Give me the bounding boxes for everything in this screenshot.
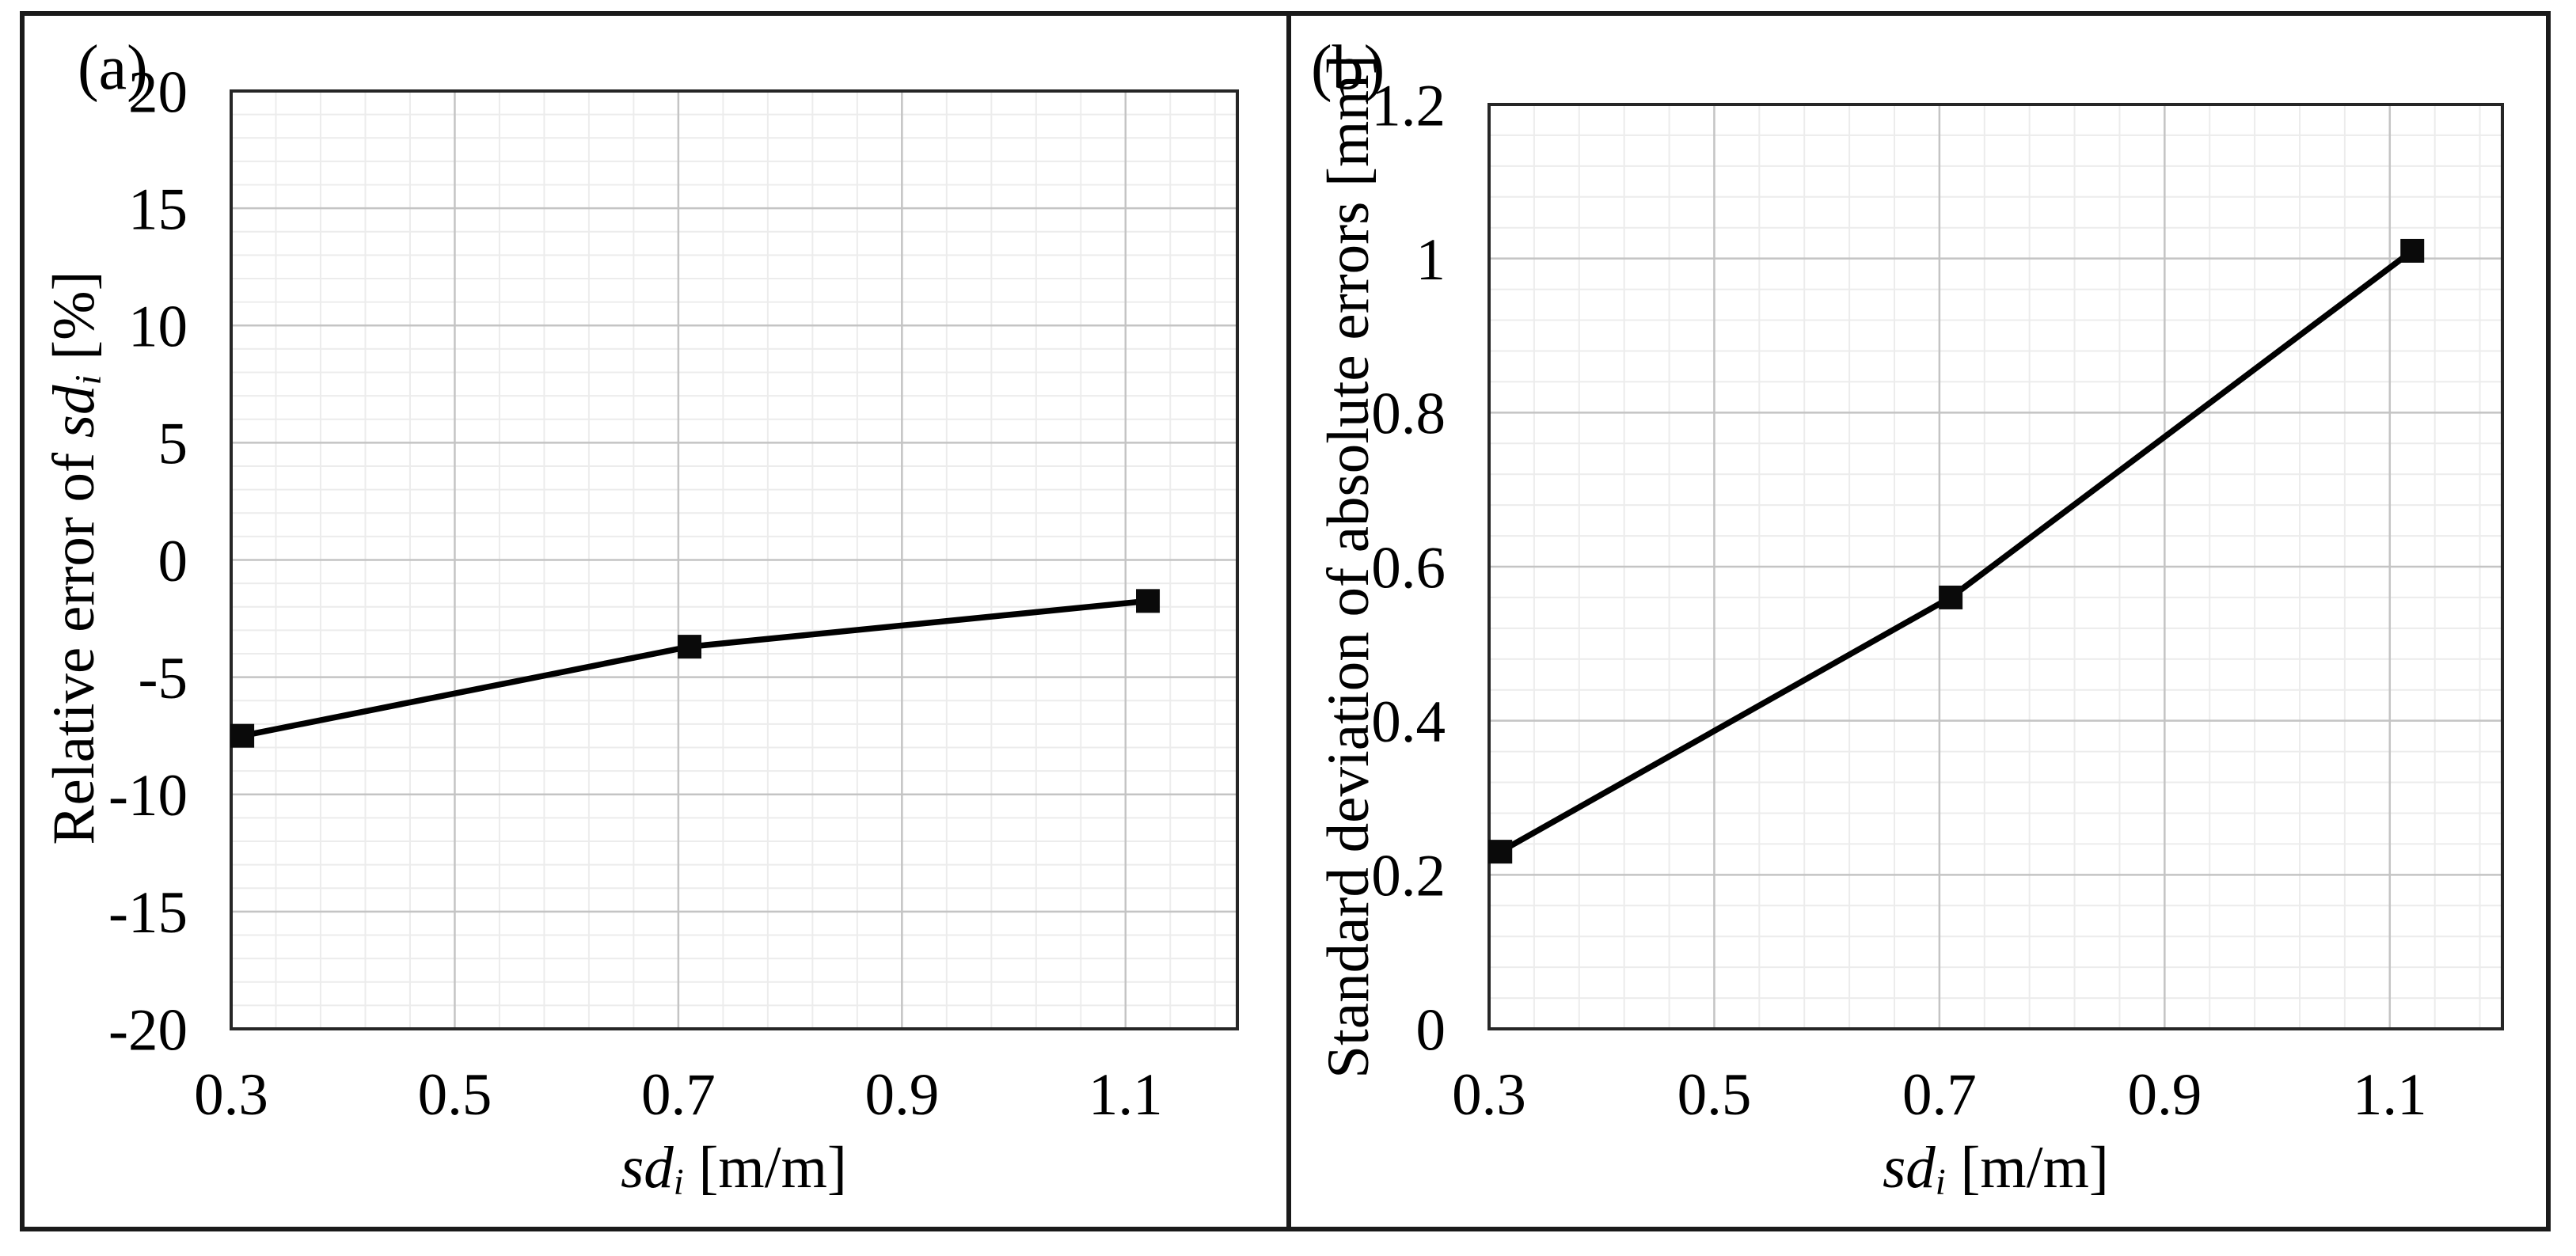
x-tick-label: 0.9 (864, 1062, 939, 1128)
panel-a-letter: (a) (78, 33, 148, 103)
panel-(a)-plot: 20 15 10 5 0 -5 -10 -15 -200.3 0.5 0.7 0.9 1.1 (108, 59, 1239, 1128)
y-tick-label: 0 (1416, 997, 1446, 1063)
data-point-marker (2400, 238, 2425, 263)
y-tick-label: 1.2 (1371, 73, 1446, 139)
y-tick-label: 10 (128, 294, 188, 360)
series-line (1499, 248, 2415, 855)
x-tick-labels: 0.3 0.5 0.7 0.9 1.1 (194, 1062, 1163, 1128)
x-tick-label: 0.7 (1902, 1062, 1977, 1128)
y-tick-label: 0.4 (1371, 689, 1446, 755)
y-tick-label: 0 (158, 529, 188, 594)
panel-(b)-plot: 1.2 1 0.8 0.6 0.4 0.2 00.3 0.5 0.7 0.9 1.1 (1371, 73, 2504, 1128)
data-point-marker (1488, 840, 1513, 864)
major-gridlines (1489, 104, 2502, 1029)
series-line (241, 598, 1149, 739)
minor-gridlines (231, 91, 1237, 1029)
x-tick-labels: 0.3 0.5 0.7 0.9 1.1 (1452, 1062, 2427, 1128)
x-tick-label: 0.5 (418, 1062, 492, 1128)
panel-b-x-axis-title: sdi [m/m] (1883, 1138, 2109, 1201)
x-title-b-unit: [m/m] (1945, 1135, 2109, 1201)
data-point-marker (1939, 585, 1963, 609)
series-markers (230, 589, 1161, 748)
plot-border (230, 89, 1239, 1030)
x-title-b-italic: sd (1883, 1135, 1936, 1201)
y-tick-label: 1 (1416, 227, 1446, 293)
y-tick-label: 20 (128, 59, 188, 125)
series-markers (1488, 238, 2425, 864)
y-tick-labels: 1.2 1 0.8 0.6 0.4 0.2 0 (1371, 73, 1446, 1063)
x-tick-label: 1.1 (2353, 1062, 2427, 1128)
x-tick-label: 1.1 (1089, 1062, 1163, 1128)
x-tick-label: 0.9 (2127, 1062, 2202, 1128)
y-tick-labels: 20 15 10 5 0 -5 -10 -15 -20 (108, 59, 188, 1063)
y-tick-label: 0.8 (1371, 381, 1446, 447)
y-tick-label: -20 (108, 997, 188, 1063)
x-title-b-subscript: i (1935, 1162, 1946, 1203)
panel-a-x-axis-title: sdi [m/m] (621, 1138, 847, 1201)
x-tick-label: 0.3 (194, 1062, 268, 1128)
y-tick-label: 15 (128, 176, 188, 242)
x-title-a-unit: [m/m] (683, 1135, 847, 1201)
x-tick-label: 0.5 (1677, 1062, 1752, 1128)
x-tick-label: 0.7 (641, 1062, 716, 1128)
x-title-a-subscript: i (673, 1162, 684, 1203)
y-tick-label: -10 (108, 763, 188, 829)
x-title-a-italic: sd (621, 1135, 674, 1201)
x-tick-label: 0.3 (1452, 1062, 1526, 1128)
y-tick-label: 0.6 (1371, 535, 1446, 601)
data-point-marker (230, 723, 255, 748)
y-tick-label: 5 (158, 412, 188, 477)
panel-divider (1286, 11, 1291, 1231)
y-tick-label: 0.2 (1371, 844, 1446, 909)
major-gridlines (231, 91, 1237, 1029)
y-tick-label: -5 (139, 646, 188, 711)
plot-border (1487, 103, 2504, 1030)
y-tick-label: -15 (108, 880, 188, 946)
data-point-marker (1136, 589, 1161, 613)
panel-b-letter: (b) (1311, 33, 1385, 103)
data-point-marker (678, 635, 702, 659)
